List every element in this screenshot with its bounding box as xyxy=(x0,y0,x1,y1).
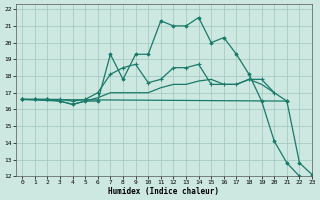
X-axis label: Humidex (Indice chaleur): Humidex (Indice chaleur) xyxy=(108,187,220,196)
